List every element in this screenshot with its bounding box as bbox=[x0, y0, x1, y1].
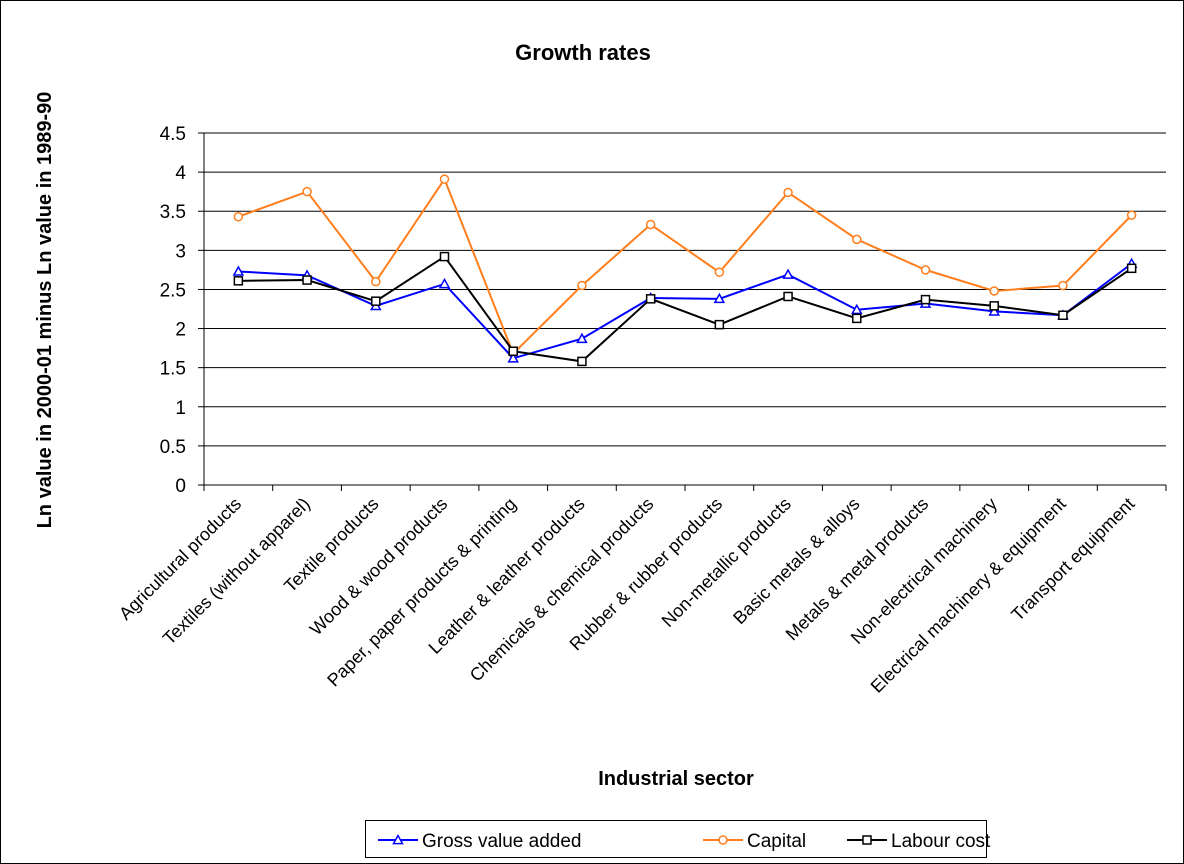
legend-label-capital: Capital bbox=[747, 831, 806, 852]
y-tick-label-5: 2.5 bbox=[160, 280, 186, 301]
y-tick-label-8: 4 bbox=[175, 163, 186, 184]
y-tick-label-0: 0 bbox=[175, 476, 186, 497]
data-point-capital-0 bbox=[233, 211, 244, 222]
data-point-gross-value-added-3 bbox=[438, 277, 451, 289]
data-point-capital-9 bbox=[852, 234, 862, 245]
data-point-capital-13 bbox=[1126, 210, 1137, 220]
data-point-capital-5 bbox=[577, 280, 587, 291]
y-tick-label-6: 3 bbox=[175, 241, 186, 262]
data-point-labour-cost-4 bbox=[508, 346, 518, 356]
y-tick-label-3: 1.5 bbox=[160, 359, 186, 380]
series-group bbox=[232, 174, 1138, 367]
y-tick-label-9: 4.5 bbox=[160, 124, 186, 145]
data-point-capital-11 bbox=[989, 286, 999, 296]
data-point-labour-cost-7 bbox=[714, 319, 725, 330]
data-point-gross-value-added-11 bbox=[988, 305, 1000, 316]
data-point-capital-12 bbox=[1058, 280, 1068, 291]
data-point-labour-cost-10 bbox=[920, 294, 931, 305]
data-point-labour-cost-0 bbox=[233, 276, 244, 286]
data-point-labour-cost-1 bbox=[302, 275, 312, 285]
data-point-capital-8 bbox=[783, 187, 793, 198]
data-point-capital-2 bbox=[371, 276, 381, 287]
data-point-capital-7 bbox=[714, 267, 725, 277]
data-point-labour-cost-2 bbox=[371, 296, 381, 306]
data-point-labour-cost-3 bbox=[439, 251, 450, 262]
legend-marker-capital bbox=[718, 835, 728, 845]
y-axis: 0 0.5 1 1.5 2 2.5 3 3.5 4 4.5 bbox=[160, 124, 205, 497]
data-point-labour-cost-8 bbox=[783, 291, 793, 302]
data-point-labour-cost-9 bbox=[852, 313, 862, 324]
series-line-labour-cost bbox=[238, 255, 1133, 363]
legend-label-gross-value-added: Gross value added bbox=[422, 831, 582, 852]
data-point-capital-3 bbox=[439, 174, 450, 184]
data-point-labour-cost-5 bbox=[577, 356, 587, 367]
legend: Gross value added Capital Labour cost bbox=[365, 820, 991, 858]
series-line-capital bbox=[238, 177, 1133, 356]
legend-marker-labour-cost bbox=[862, 835, 872, 845]
data-point-gross-value-added-7 bbox=[713, 292, 726, 304]
y-tick-label-2: 1 bbox=[175, 398, 186, 419]
chart-title: Growth rates bbox=[515, 40, 651, 65]
data-point-labour-cost-11 bbox=[989, 301, 999, 311]
series-line-gross-value-added bbox=[238, 262, 1133, 360]
y-axis-title: Ln value in 2000-01 minus Ln value in 19… bbox=[34, 92, 56, 529]
y-tick-label-4: 2 bbox=[175, 320, 186, 341]
series-capital bbox=[233, 174, 1137, 359]
data-point-gross-value-added-0 bbox=[232, 265, 245, 276]
data-point-labour-cost-12 bbox=[1058, 310, 1068, 321]
data-point-capital-10 bbox=[920, 265, 931, 275]
data-point-capital-1 bbox=[302, 186, 312, 197]
data-point-labour-cost-13 bbox=[1126, 263, 1137, 274]
data-point-gross-value-added-4 bbox=[507, 352, 519, 363]
data-point-capital-6 bbox=[645, 219, 656, 230]
legend-marker-gross-value-added bbox=[392, 833, 404, 845]
data-point-gross-value-added-5 bbox=[576, 332, 588, 344]
gridlines bbox=[204, 132, 1166, 447]
legend-label-labour-cost: Labour cost bbox=[891, 831, 991, 852]
data-point-gross-value-added-8 bbox=[782, 268, 794, 279]
data-point-gross-value-added-9 bbox=[851, 303, 863, 315]
y-tick-label-7: 3.5 bbox=[160, 202, 186, 223]
series-labour-cost bbox=[233, 251, 1137, 367]
x-axis-title: Industrial sector bbox=[598, 768, 754, 790]
y-tick-label-1: 0.5 bbox=[160, 437, 186, 458]
data-point-labour-cost-6 bbox=[645, 294, 656, 304]
